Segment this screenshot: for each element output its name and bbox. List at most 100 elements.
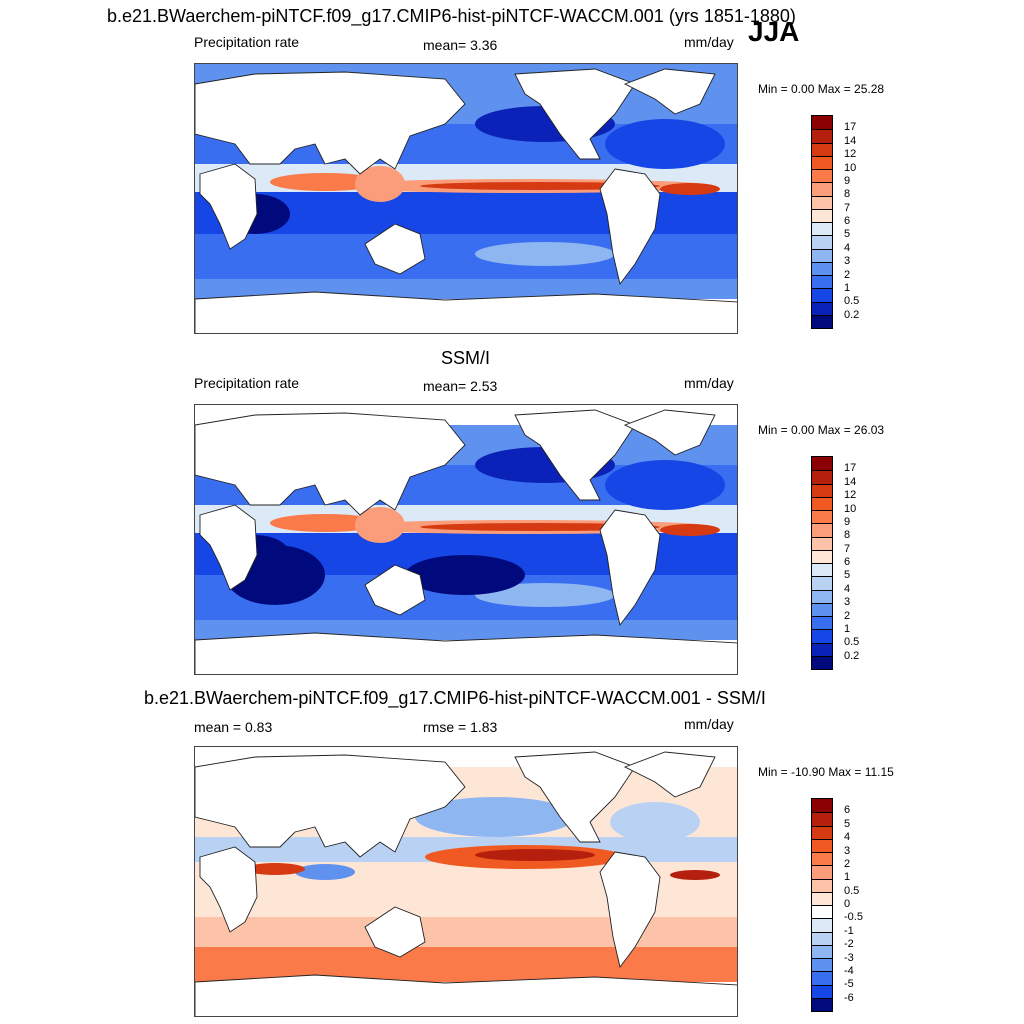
colorbar-swatch: [812, 496, 832, 510]
colorbar-swatch: [812, 589, 832, 603]
colorbar-tick-label: 17: [844, 121, 857, 134]
colorbar-swatch: [812, 931, 832, 945]
colorbar-tick-label: 6: [844, 556, 851, 568]
colorbar-swatch: [812, 997, 832, 1011]
colorbar-tick-label: 5: [844, 228, 851, 241]
colorbar-tick-label: 4: [844, 831, 851, 844]
colorbar-swatch: [812, 483, 832, 497]
colorbar-tick-label: 8: [844, 188, 851, 201]
colorbar-swatch: [812, 852, 832, 866]
colorbar-swatch: [812, 155, 832, 169]
colorbar-tick-label: 0.2: [844, 308, 860, 321]
panel1-colorbar: [811, 115, 833, 329]
colorbar-swatch: [812, 838, 832, 852]
colorbar-tick-label: 1: [844, 622, 851, 635]
panel3-rmse-label: rmse = 1.83: [423, 719, 498, 735]
panel1-minmax: Min = 0.00 Max = 25.28: [758, 82, 885, 96]
colorbar-swatch: [812, 549, 832, 563]
panel2-map: [194, 404, 738, 675]
panel1-variable-label: Precipitation rate: [194, 34, 300, 50]
panel3-colorbar: [811, 798, 833, 1012]
colorbar-tick-label: 2: [844, 857, 851, 870]
colorbar-swatch: [812, 602, 832, 616]
colorbar-tick-label: 10: [844, 502, 857, 515]
colorbar-tick-label: 0.5: [844, 295, 860, 308]
panel1-map: [194, 63, 738, 334]
colorbar-swatch: [812, 523, 832, 537]
colorbar-swatch: [812, 944, 832, 958]
colorbar-swatch: [812, 208, 832, 222]
colorbar-swatch: [812, 865, 832, 879]
colorbar-tick-label: 6: [844, 804, 851, 817]
colorbar-tick-label: 12: [844, 148, 857, 161]
panel3-map: [194, 746, 738, 1017]
panel2-variable-label: Precipitation rate: [194, 375, 300, 391]
colorbar-tick-label: 10: [844, 161, 857, 174]
panel2-minmax: Min = 0.00 Max = 26.03: [758, 423, 885, 437]
colorbar-swatch: [812, 812, 832, 826]
colorbar-swatch: [812, 182, 832, 196]
colorbar-swatch: [812, 536, 832, 550]
colorbar-swatch: [812, 984, 832, 998]
panel3-heading: b.e21.BWaerchem-piNTCF.f09_g17.CMIP6-his…: [144, 688, 766, 708]
colorbar-tick-label: 7: [844, 542, 851, 555]
colorbar-tick-label: 3: [844, 255, 851, 268]
panel3-units-label: mm/day: [684, 716, 734, 732]
colorbar-tick-label: 14: [844, 475, 857, 488]
colorbar-tick-label: -4: [844, 964, 854, 977]
colorbar-swatch: [812, 235, 832, 249]
colorbar-tick-label: 2: [844, 609, 851, 622]
colorbar-swatch: [812, 971, 832, 985]
colorbar-swatch: [812, 918, 832, 932]
colorbar-swatch: [812, 905, 832, 919]
colorbar-tick-label: -5: [844, 978, 854, 991]
colorbar-tick-label: 0: [844, 898, 851, 910]
colorbar-tick-label: 7: [844, 201, 851, 214]
panel3-mean-label: mean = 0.83: [194, 719, 273, 735]
colorbar-swatch: [812, 616, 832, 630]
season-label: JJA: [748, 16, 800, 47]
colorbar-swatch: [812, 275, 832, 289]
colorbar-swatch: [812, 878, 832, 892]
colorbar-swatch: [812, 655, 832, 669]
colorbar-tick-label: -2: [844, 938, 854, 951]
colorbar-swatch: [812, 891, 832, 905]
colorbar-tick-label: 6: [844, 215, 851, 227]
panel2-units-label: mm/day: [684, 375, 734, 391]
colorbar-tick-label: 12: [844, 489, 857, 502]
colorbar-swatch: [812, 314, 832, 328]
colorbar-swatch: [812, 301, 832, 315]
colorbar-tick-label: 9: [844, 515, 851, 528]
colorbar-tick-label: -1: [844, 924, 854, 937]
panel2-mean-label: mean= 2.53: [423, 378, 498, 394]
colorbar-swatch: [812, 510, 832, 524]
panel3-minmax: Min = -10.90 Max = 11.15: [758, 765, 894, 779]
colorbar-swatch: [812, 261, 832, 275]
colorbar-tick-label: 0.2: [844, 649, 860, 662]
colorbar-swatch: [812, 629, 832, 643]
colorbar-tick-label: 5: [844, 569, 851, 582]
colorbar-swatch: [812, 169, 832, 183]
colorbar-swatch: [812, 642, 832, 656]
colorbar-tick-label: 8: [844, 529, 851, 542]
panel2-heading: SSM/I: [441, 348, 491, 368]
colorbar-swatch: [812, 116, 832, 130]
colorbar-swatch: [812, 457, 832, 471]
colorbar-tick-label: -6: [844, 991, 854, 1004]
colorbar-tick-label: 4: [844, 241, 851, 254]
colorbar-swatch: [812, 958, 832, 972]
colorbar-tick-label: 1: [844, 281, 851, 294]
colorbar-tick-label: -3: [844, 951, 854, 964]
colorbar-tick-label: 9: [844, 174, 851, 187]
colorbar-swatch: [812, 195, 832, 209]
panel1-units-label: mm/day: [684, 34, 734, 50]
colorbar-tick-label: 0.5: [844, 884, 860, 897]
colorbar-swatch: [812, 576, 832, 590]
colorbar-swatch: [812, 799, 832, 813]
colorbar-swatch: [812, 142, 832, 156]
colorbar-tick-label: 4: [844, 582, 851, 595]
figure-title: b.e21.BWaerchem-piNTCF.f09_g17.CMIP6-his…: [107, 6, 796, 26]
colorbar-tick-label: 1: [844, 871, 851, 884]
colorbar-tick-label: 2: [844, 268, 851, 281]
panel2-colorbar: [811, 456, 833, 670]
